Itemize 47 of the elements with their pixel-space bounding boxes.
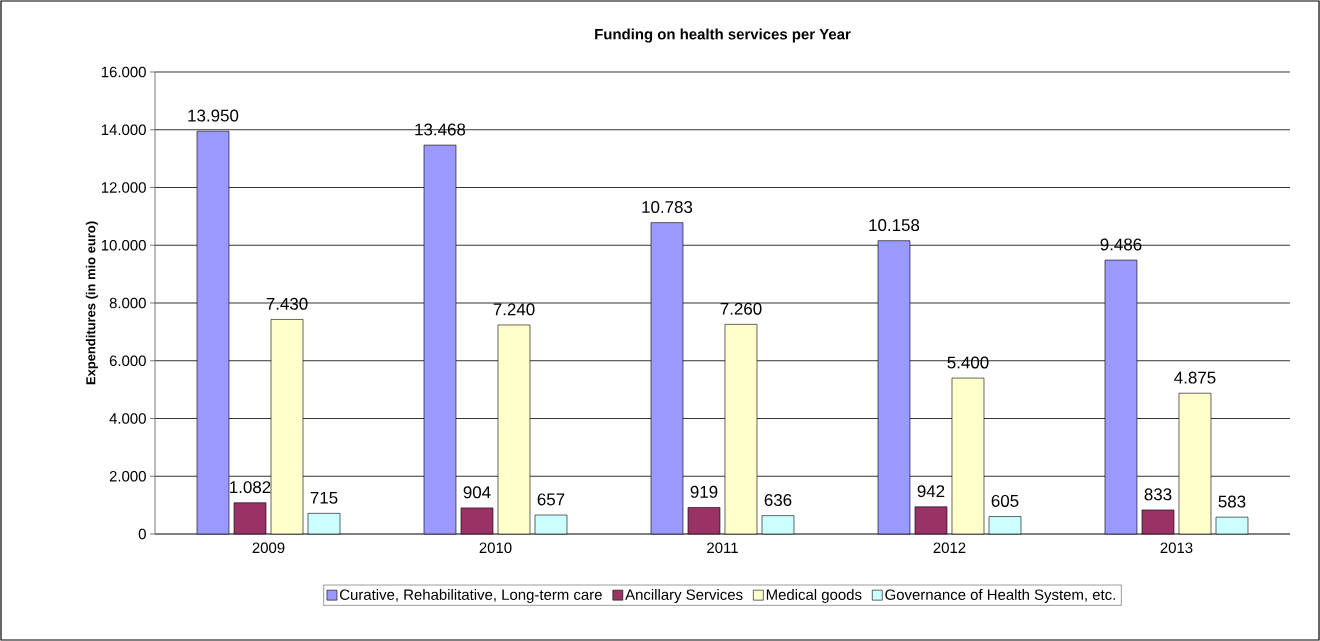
data-label: 636 [764, 494, 792, 507]
x-tick-label: 2013 [1160, 542, 1193, 554]
data-label: 919 [690, 485, 718, 498]
data-label: 13.950 [188, 109, 239, 122]
y-tick-label: 2.000 [109, 470, 146, 482]
y-axis-title: Expenditures (in mio euro) [85, 221, 98, 385]
data-label: 583 [1218, 495, 1246, 508]
x-tick-label: 2011 [707, 542, 738, 554]
x-tick-label: 2010 [479, 542, 512, 554]
data-label: 10.783 [642, 201, 693, 214]
data-label: 657 [537, 493, 565, 506]
legend-label: Governance of Health System, etc. [885, 589, 1115, 603]
data-label: 7.240 [493, 303, 535, 316]
data-label: 605 [991, 494, 1019, 507]
y-tick-label: 6.000 [109, 355, 146, 367]
data-label: 7.260 [720, 302, 762, 315]
bar [460, 507, 494, 535]
bar [988, 516, 1022, 535]
data-label: 833 [1144, 488, 1172, 501]
bar [761, 515, 795, 535]
data-label: 4.875 [1174, 371, 1216, 384]
y-tick-label: 4.000 [109, 413, 146, 424]
bar [1141, 509, 1175, 535]
data-label: 715 [310, 491, 338, 504]
bar [914, 506, 948, 535]
data-label: 942 [917, 485, 945, 498]
x-tick-label: 2009 [252, 542, 285, 554]
legend-label: Ancillary Services [625, 589, 743, 603]
data-label: 7.430 [266, 297, 308, 310]
y-tick-label: 12.000 [101, 182, 146, 193]
y-tick-label: 14.000 [101, 124, 146, 136]
legend-label: Curative, Rehabilitative, Long-term care [340, 589, 602, 603]
y-tick-label: 0 [138, 528, 146, 540]
data-label: 10.158 [869, 219, 920, 232]
chart-title: Funding on health services per Year [595, 28, 851, 43]
bar [687, 507, 721, 535]
bar [233, 502, 267, 535]
bar [307, 513, 341, 535]
bar [534, 514, 568, 535]
y-tick-label: 16.000 [101, 66, 146, 78]
y-tick-label: 10.000 [101, 239, 146, 251]
legend-label: Medical goods [766, 589, 862, 603]
x-tick-label: 2012 [933, 542, 966, 554]
bar [1215, 516, 1249, 535]
y-tick-label: 8.000 [109, 297, 146, 309]
data-label: 1.082 [230, 481, 271, 494]
data-label: 904 [463, 486, 491, 499]
